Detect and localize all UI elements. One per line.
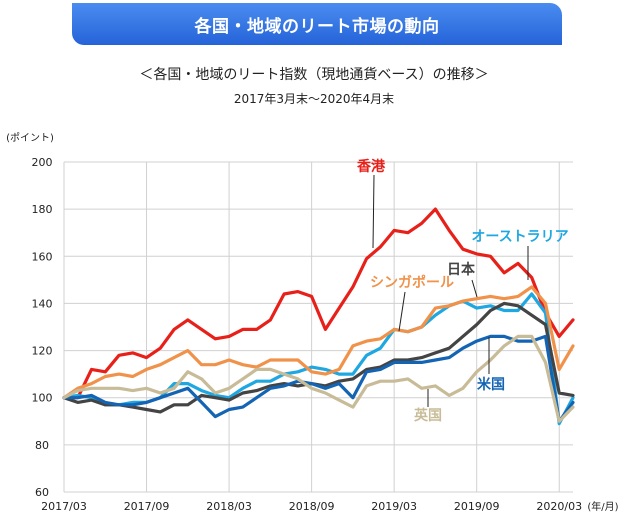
- series-line: [62, 301, 575, 414]
- y-tick-label: 60: [35, 486, 49, 499]
- x-tick-label: 2017/09: [124, 500, 170, 513]
- y-axis-unit: (ポイント): [6, 132, 54, 144]
- y-tick-label: 180: [32, 203, 53, 216]
- series-line: [62, 334, 575, 423]
- chart-period: 2017年3月末～2020年4月末: [233, 92, 395, 106]
- chart-subtitle: ＜各国・地域のリート指数（現地通貨ベース）の推移＞: [139, 67, 489, 83]
- series-line: [62, 334, 575, 423]
- series-label: 香港: [356, 158, 386, 175]
- title-banner: 各国・地域のリート市場の動向: [72, 3, 562, 45]
- series-label: 英国: [413, 407, 442, 424]
- y-tick-label: 140: [32, 297, 53, 310]
- x-tick-label: 2020/03: [536, 500, 582, 513]
- x-axis-unit: (年/月): [587, 500, 618, 513]
- x-tick-label: 2018/03: [206, 500, 252, 513]
- x-tick-label: 2018/09: [289, 500, 335, 513]
- annotation-leader: [372, 174, 375, 249]
- x-tick-label: 2019/09: [454, 500, 500, 513]
- series-label: 米国: [477, 376, 505, 393]
- x-tick-label: 2017/03: [41, 500, 87, 513]
- y-tick-label: 120: [32, 345, 53, 358]
- y-tick-label: 80: [35, 439, 49, 452]
- series-line: [62, 207, 575, 400]
- series-line: [62, 285, 575, 400]
- x-tick-label: 2019/03: [371, 500, 417, 513]
- y-tick-label: 200: [32, 156, 53, 169]
- series-label: シンガポール: [370, 274, 454, 291]
- series-label: オーストラリア: [471, 229, 568, 245]
- annotation-leader: [471, 279, 478, 298]
- y-tick-label: 100: [32, 392, 53, 405]
- y-tick-label: 160: [32, 250, 53, 263]
- series-label: 日本: [447, 261, 476, 278]
- annotation-leader: [398, 291, 406, 332]
- banner-title: 各国・地域のリート市場の動向: [194, 17, 440, 37]
